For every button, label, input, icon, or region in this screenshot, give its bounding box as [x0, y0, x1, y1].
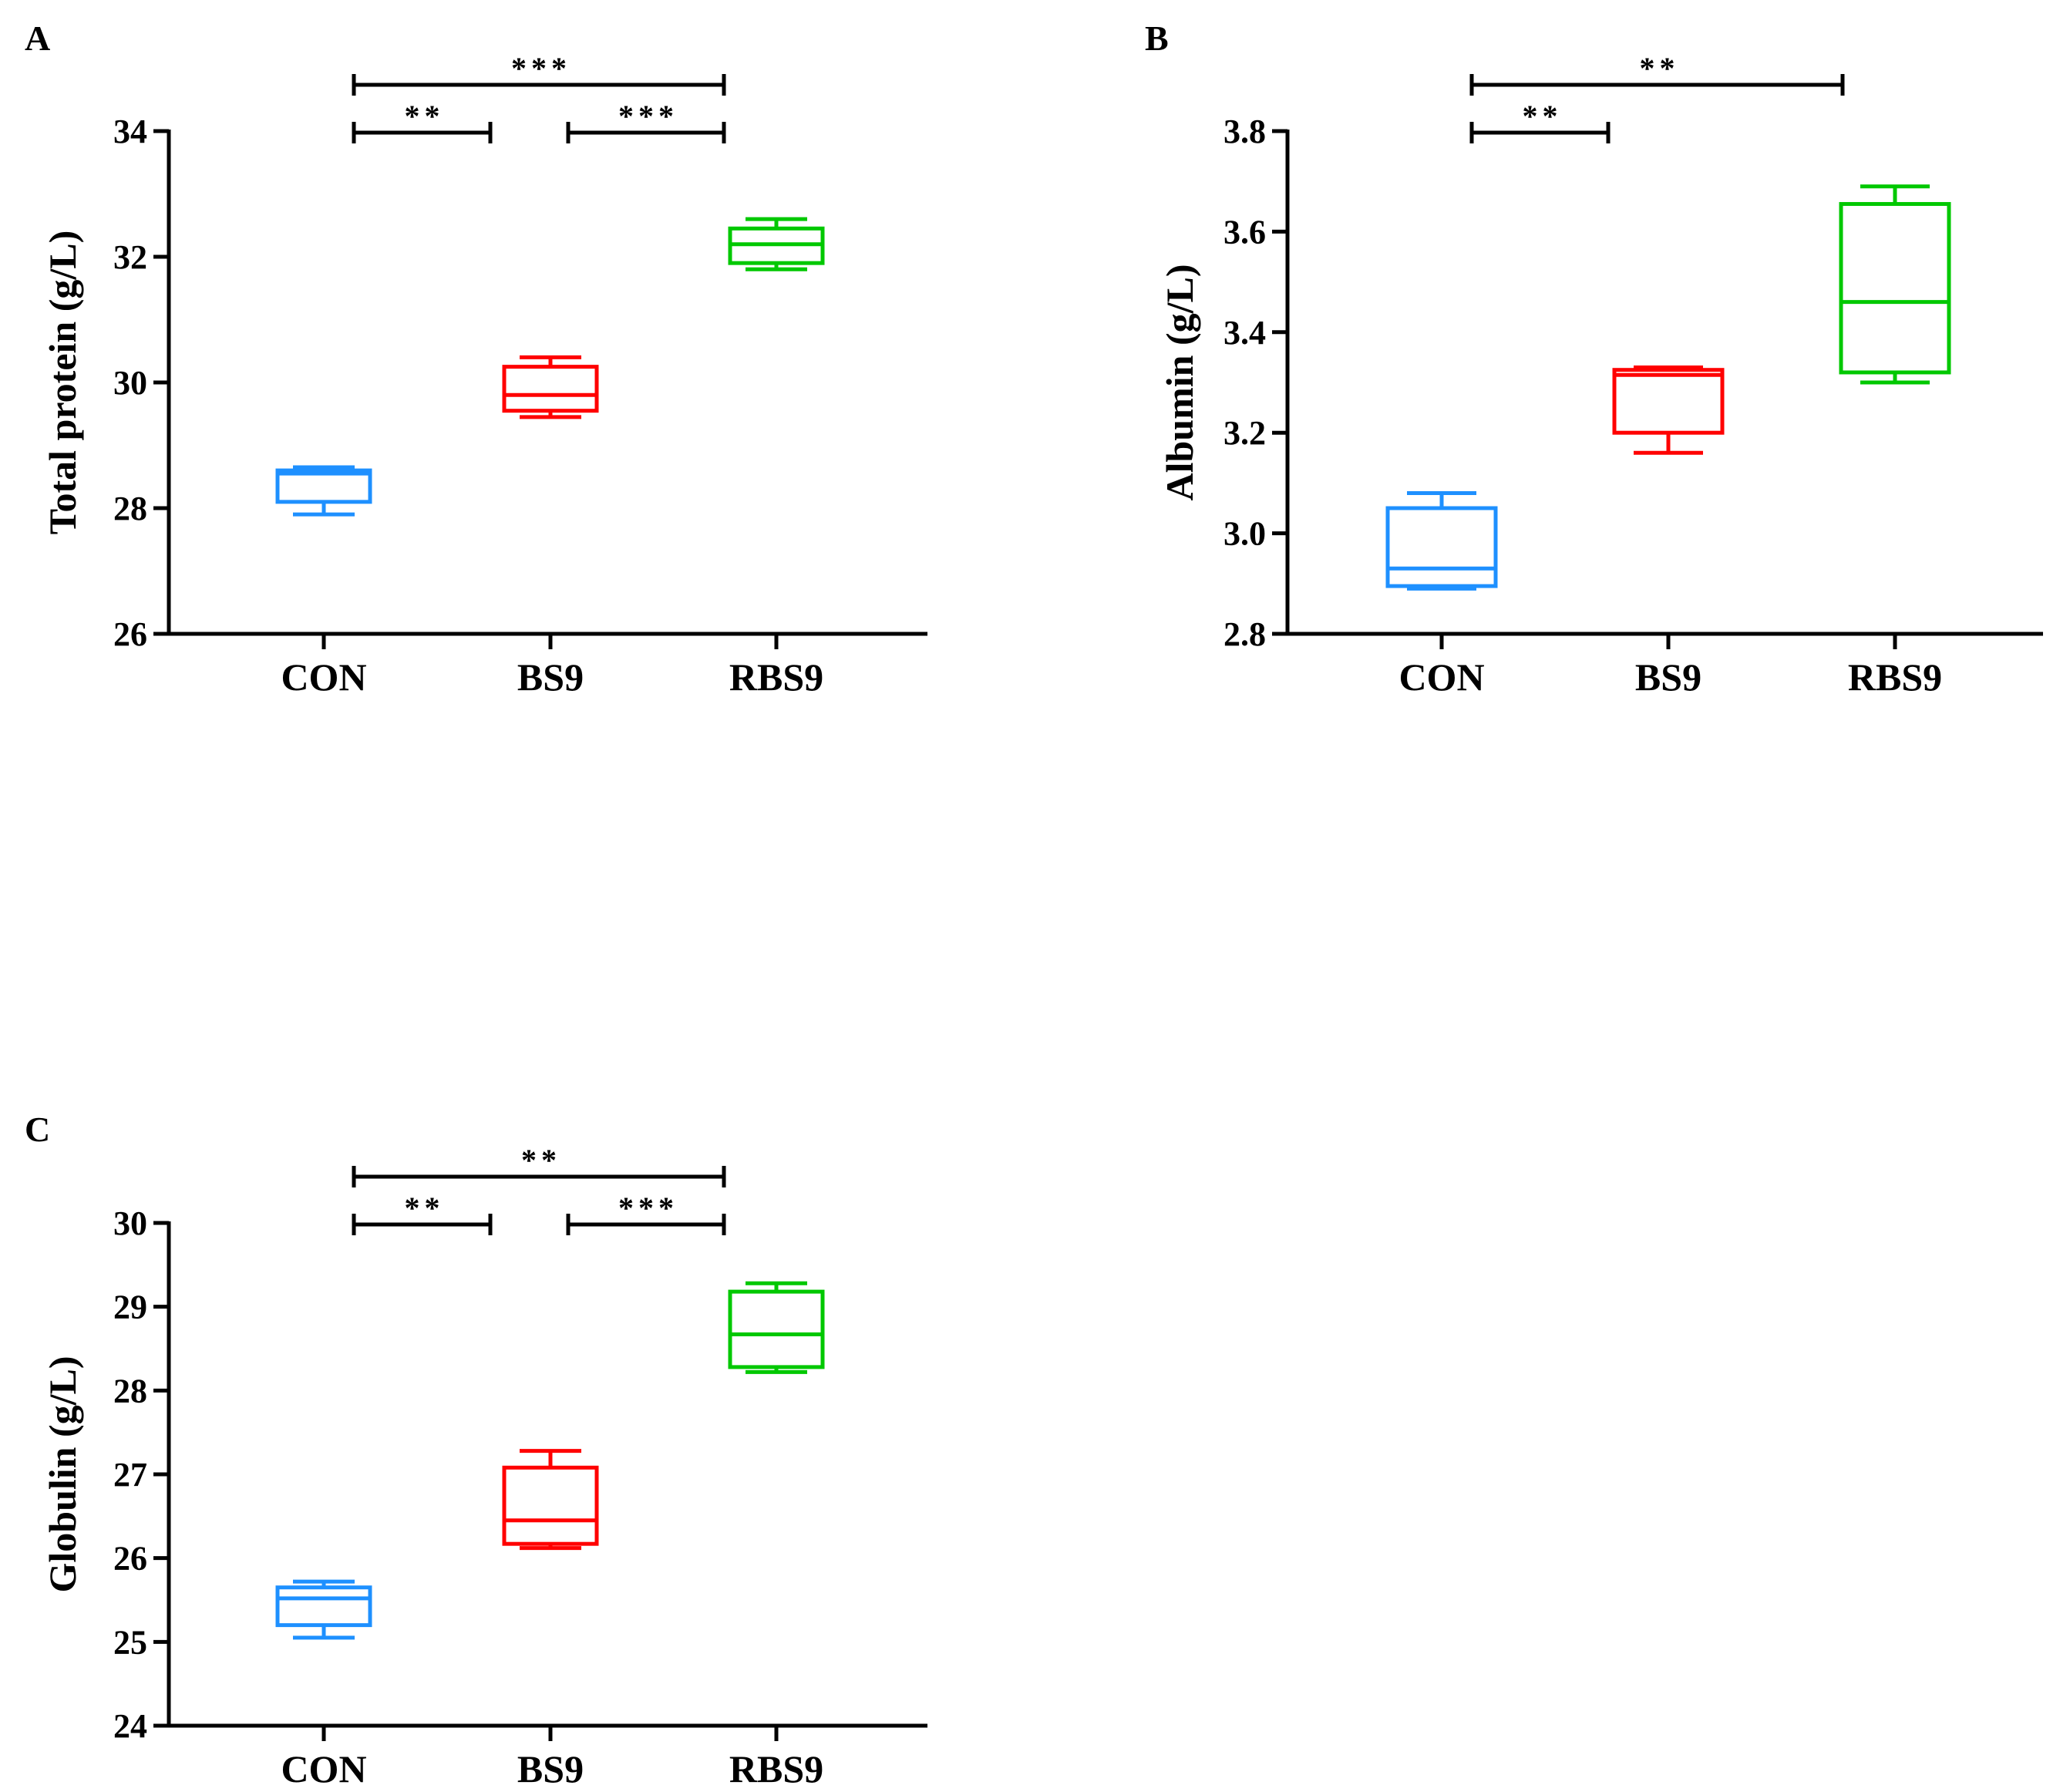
significance-bracket: **	[1469, 51, 1845, 96]
box-bs9	[502, 1449, 599, 1551]
panel-label: B	[1145, 19, 1169, 58]
y-tick-label: 24	[113, 1707, 147, 1745]
iqr-box	[728, 1289, 825, 1369]
box-rbs9	[1839, 184, 1951, 385]
x-tick-label: CON	[281, 1747, 366, 1790]
iqr-box	[1612, 368, 1725, 435]
significance-bracket: **	[1469, 99, 1611, 143]
y-tick-label: 3.4	[1223, 314, 1266, 352]
box-con	[275, 1579, 372, 1640]
significance-bracket: **	[352, 99, 493, 143]
panel-b: B 2.8 3.0 3.2 3.4 3.6 3.8 Albumin (g/L) CON BS9 RB…	[1145, 19, 2043, 699]
x-tick-label: RBS9	[1848, 655, 1942, 699]
y-tick-label: 34	[113, 113, 147, 150]
y-tick-label: 2.8	[1223, 615, 1266, 653]
iqr-box	[502, 365, 599, 413]
y-tick-label: 28	[113, 490, 147, 527]
y-tick-label: 3.6	[1223, 213, 1266, 251]
y-tick-label: 28	[113, 1372, 147, 1410]
y-tick-label: 32	[113, 238, 147, 276]
significance-bracket: **	[352, 1191, 493, 1235]
panel-a: A 26 28 30 32 34 Total protein (g/L) CON BS9 RBS9…	[25, 19, 927, 699]
iqr-box	[275, 468, 372, 504]
panel-label: A	[25, 19, 50, 58]
y-tick-label: 27	[113, 1456, 147, 1494]
x-tick-label: RBS9	[729, 655, 823, 699]
y-tick-label: 3.8	[1223, 113, 1266, 150]
significance-bracket: ***	[566, 99, 726, 143]
iqr-box	[502, 1465, 599, 1546]
iqr-box	[1839, 202, 1951, 375]
y-tick-label: 25	[113, 1623, 147, 1661]
x-tick-label: CON	[1399, 655, 1484, 699]
y-tick-label: 26	[113, 1540, 147, 1578]
x-tick-label: CON	[281, 655, 366, 699]
significance-label: ***	[618, 99, 678, 133]
significance-label: ***	[618, 1191, 678, 1225]
y-tick-label: 3.0	[1223, 515, 1266, 553]
significance-label: **	[1640, 51, 1680, 86]
box-bs9	[1612, 365, 1725, 455]
significance-label: **	[405, 1191, 445, 1225]
box-bs9	[502, 355, 599, 419]
y-axis-label: Globulin (g/L)	[41, 1356, 84, 1592]
y-axis-label: Albumin (g/L)	[1158, 264, 1201, 500]
y-tick-label: 30	[113, 364, 147, 402]
significance-label: **	[1523, 99, 1563, 133]
iqr-box	[1385, 506, 1498, 588]
y-tick-label: 29	[113, 1288, 147, 1326]
significance-label: **	[405, 99, 445, 133]
box-con	[275, 465, 372, 517]
iqr-box	[275, 1585, 372, 1628]
box-rbs9	[728, 217, 825, 271]
x-tick-label: RBS9	[729, 1747, 823, 1790]
y-tick-label: 3.2	[1223, 414, 1266, 452]
y-tick-label: 26	[113, 615, 147, 653]
significance-bracket: ***	[566, 1191, 726, 1235]
box-rbs9	[728, 1281, 825, 1374]
significance-label: ***	[511, 51, 571, 86]
y-axis-label: Total protein (g/L)	[41, 231, 84, 534]
x-tick-label: BS9	[517, 655, 584, 699]
x-tick-label: BS9	[517, 1747, 584, 1790]
x-tick-label: BS9	[1635, 655, 1701, 699]
significance-label: **	[521, 1143, 561, 1177]
y-tick-label: 30	[113, 1204, 147, 1242]
box-con	[1385, 490, 1498, 591]
significance-bracket: **	[352, 1143, 726, 1187]
significance-bracket: ***	[352, 51, 726, 96]
panel-c: C 24 25 26 27 28 29 30 Globulin (g/L) CON BS9 RBS9 *…	[25, 1110, 927, 1790]
panel-label: C	[25, 1110, 50, 1149]
